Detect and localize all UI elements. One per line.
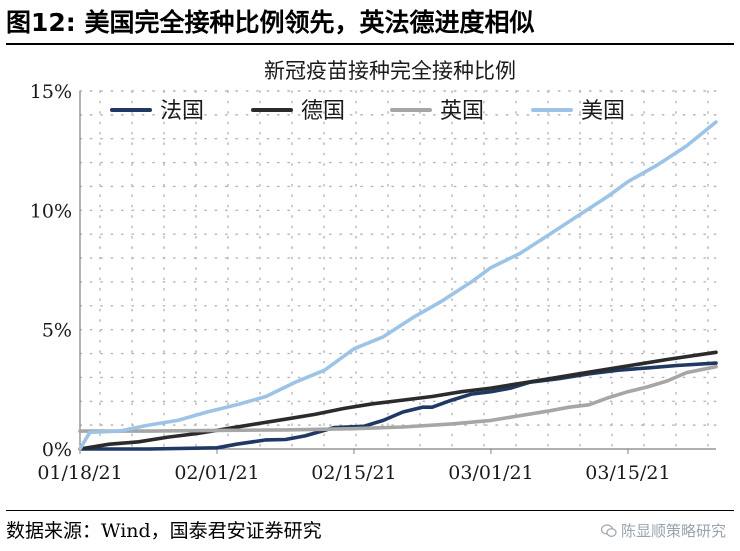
figure-title: 图12: 美国完全接种比例领先，英法德进度相似	[6, 8, 535, 37]
source-divider	[6, 510, 734, 511]
grid-lines	[79, 90, 717, 450]
chart-title: 新冠疫苗接种完全接种比例	[264, 59, 516, 83]
y-tick-label: 10%	[30, 200, 72, 222]
y-tick-label: 5%	[42, 320, 72, 342]
legend-label: 德国	[301, 99, 345, 124]
x-tick-label: 02/15/21	[311, 462, 396, 484]
legend-label: 英国	[440, 99, 484, 124]
line-chart: 新冠疫苗接种完全接种比例 0% 5% 10% 15% 01/18/21 02/01/21…	[30, 59, 718, 484]
x-tick-label: 01/18/21	[37, 462, 122, 484]
chart-container: 新冠疫苗接种完全接种比例 0% 5% 10% 15% 01/18/21 02/01/21…	[0, 48, 740, 500]
y-axis-ticks: 0% 5% 10% 15%	[30, 81, 72, 461]
source-note: 数据来源：Wind，国泰君安证券研究	[6, 520, 322, 542]
legend-label: 法国	[160, 99, 204, 124]
x-tick-label: 03/15/21	[585, 462, 670, 484]
watermark: 陈显顺策略研究	[600, 516, 726, 546]
y-tick-label: 0%	[42, 439, 72, 461]
x-axis-ticks: 01/18/21 02/01/21 02/15/21 03/01/21 03/15/21	[37, 449, 671, 484]
series-line	[78, 350, 718, 451]
legend: 法国 德国 英国 美国	[110, 99, 625, 124]
series-lines	[78, 120, 718, 451]
y-tick-label: 15%	[30, 81, 72, 103]
x-tick-label: 02/01/21	[174, 462, 259, 484]
x-tick-label: 03/01/21	[448, 462, 533, 484]
title-divider	[6, 43, 734, 45]
watermark-text: 陈显顺策略研究	[620, 522, 726, 540]
wechat-icon	[600, 524, 617, 537]
legend-label: 美国	[581, 99, 625, 124]
series-line	[78, 120, 718, 451]
series-line	[78, 364, 718, 433]
